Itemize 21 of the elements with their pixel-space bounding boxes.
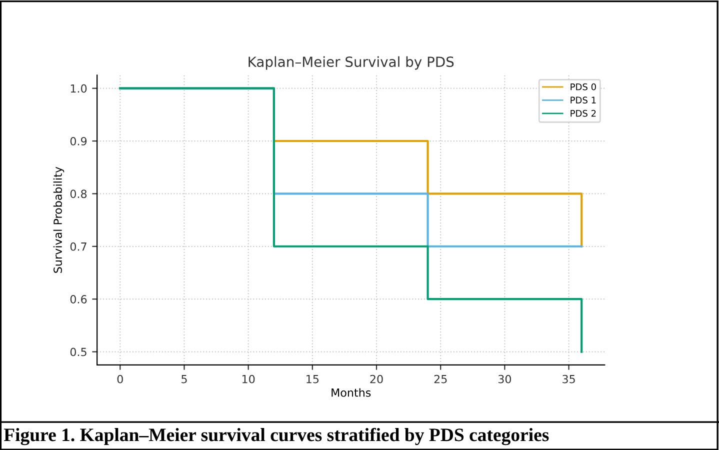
legend-label: PDS 1	[570, 96, 596, 104]
chart-title: Kaplan–Meier Survival by PDS	[248, 56, 454, 70]
y-tick-label: 0.6	[70, 295, 87, 304]
legend-label: PDS 2	[570, 110, 596, 117]
y-tick-label: 1.0	[70, 84, 87, 93]
legend-label: PDS 0	[570, 83, 596, 90]
x-tick-label: 5	[182, 375, 187, 384]
y-tick-label: 0.9	[70, 136, 87, 146]
x-tick-label: 0	[117, 374, 123, 384]
x-tick-label: 15	[306, 375, 319, 384]
x-tick-label: 20	[370, 374, 383, 384]
x-tick-label: 35	[562, 374, 575, 384]
x-tick-label: 30	[498, 374, 512, 384]
caption: Figure 1. Kaplan–Meier survival curves stratified by PDS categories	[4, 428, 549, 446]
y-tick-label: 0.8	[70, 190, 87, 198]
x-tick-label: 10	[242, 374, 255, 384]
x-tick-label: 25	[434, 374, 447, 384]
y-axis-title: Survival Probability	[53, 166, 64, 273]
y-tick-label: 0.5	[70, 348, 86, 356]
y-tick-label: 0.7	[70, 242, 86, 251]
x-axis-title: Months	[332, 388, 371, 397]
